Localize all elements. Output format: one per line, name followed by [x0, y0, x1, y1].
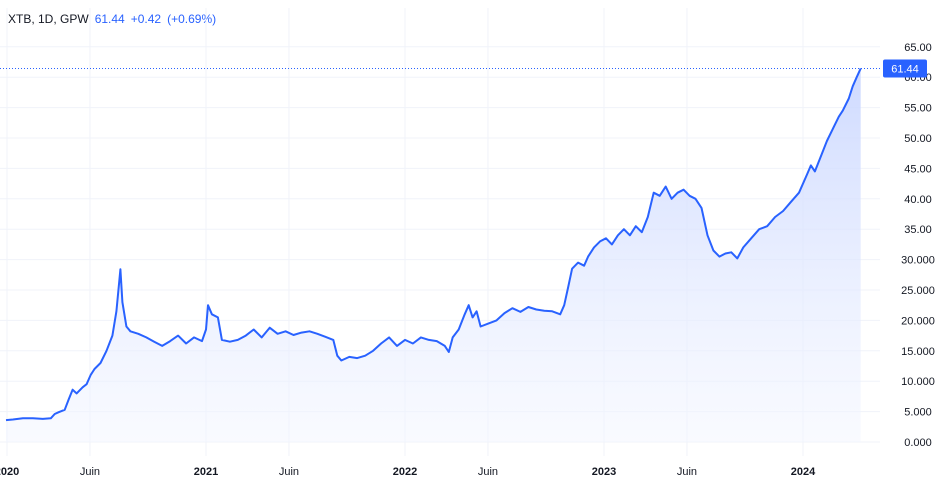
- y-tick-label: 55.00: [904, 103, 932, 115]
- y-tick-label: 35.00: [904, 224, 932, 236]
- x-axis: 2020 Juin 2021 Juin 2022 Juin 2023 Juin 2024: [0, 466, 816, 478]
- x-tick-label: 2024: [791, 466, 816, 478]
- x-tick-label: 2021: [194, 466, 218, 478]
- y-tick-label: 40.00: [904, 194, 932, 206]
- legend-change-pct: (+0.69%): [167, 12, 217, 26]
- y-tick-label: 5.000: [904, 407, 932, 419]
- last-price-badge: 61.44: [883, 59, 927, 78]
- y-tick-label: 10.000: [901, 376, 935, 388]
- x-tick-label: Juin: [279, 466, 299, 478]
- price-area: [5, 68, 861, 443]
- y-tick-label: 65.00: [904, 42, 932, 54]
- y-tick-label: 25.000: [901, 285, 935, 297]
- y-tick-label: 0.000: [904, 437, 932, 449]
- x-tick-label: 2022: [393, 466, 417, 478]
- price-line: [5, 67, 862, 422]
- last-price-badge-label: 61.44: [891, 63, 919, 75]
- y-tick-label: 20.000: [901, 315, 935, 327]
- legend-price: 61.44: [94, 12, 125, 26]
- legend-symbol: XTB, 1D, GPW: [8, 12, 89, 26]
- x-tick-label: 2023: [592, 466, 616, 478]
- x-tick-label: 2020: [0, 466, 19, 478]
- chart-legend: XTB, 1D, GPW 61.44 +0.42 (+0.69%): [8, 12, 216, 26]
- legend-change: +0.42: [130, 12, 162, 26]
- y-tick-label: 15.000: [901, 346, 935, 358]
- x-tick-label: Juin: [677, 466, 697, 478]
- y-tick-label: 30.000: [901, 255, 935, 267]
- y-tick-label: 50.00: [904, 133, 932, 145]
- x-tick-label: Juin: [80, 466, 100, 478]
- y-tick-label: 45.00: [904, 163, 932, 175]
- last-price-badge-bg: [883, 59, 927, 78]
- x-tick-label: Juin: [478, 466, 498, 478]
- y-axis: 0.000 5.000 10.000 15.000 20.000 25.000 30.000…: [901, 42, 935, 449]
